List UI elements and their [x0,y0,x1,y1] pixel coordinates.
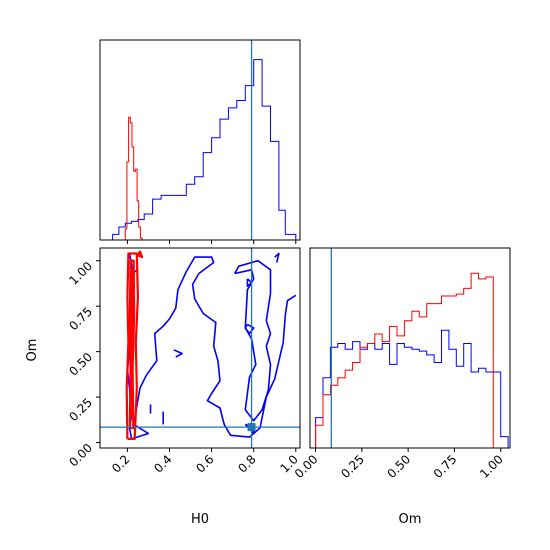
h0-histogram-series-0 [104,59,297,240]
y-tick-label-om-1.00: 1.00 [66,259,95,288]
contour-line-5-2 [130,268,134,417]
h0-histogram-series-1 [124,116,143,240]
x-axis-label-h0: H0 [191,512,209,527]
om-marginal-frame [309,247,511,449]
y-tick-label-om-0.75: 0.75 [66,304,95,333]
y-tick-label-om-0.00: 0.00 [66,441,95,470]
x-tick-label-h0-0.2: 0.2 [109,452,132,475]
h0-marginal-panel [99,39,301,241]
contour-line-4-1 [234,259,272,422]
x-tick-label-om-0.25: 0.25 [338,452,367,481]
contour-line-4-9 [173,349,183,358]
x-tick-label-om-0.75: 0.75 [431,452,460,481]
contour-line-4-5 [274,252,280,263]
x-tick-label-h0-0.8: 0.8 [235,452,258,475]
x-tick-label-h0-0.4: 0.4 [151,452,174,475]
x-tick-label-h0-0.6: 0.6 [193,452,216,475]
contour-line-4-2 [246,278,253,287]
h0-om-joint-panel [99,247,301,449]
contour-line-5-0 [125,252,139,440]
x-tick-label-om-0.00: 0.00 [292,452,321,481]
om-marginal-panel [309,247,511,449]
x-tick-label-om-0.50: 0.50 [384,452,413,481]
joint-frame [99,247,301,449]
h0-marginal-frame [99,39,301,241]
y-tick-label-om-0.25: 0.25 [66,395,95,424]
contour-line-4-3 [244,323,255,335]
om-histogram-series-3 [315,272,501,448]
x-axis-label-om: Om [399,512,422,527]
y-tick-label-om-0.50: 0.50 [66,350,95,379]
y-axis-label-om: Om [25,339,40,362]
x-tick-label-om-1.00: 1.00 [477,452,506,481]
om-histogram-series-2 [315,329,509,448]
contour-line-5-3 [136,250,144,259]
truth-marker [247,423,256,432]
